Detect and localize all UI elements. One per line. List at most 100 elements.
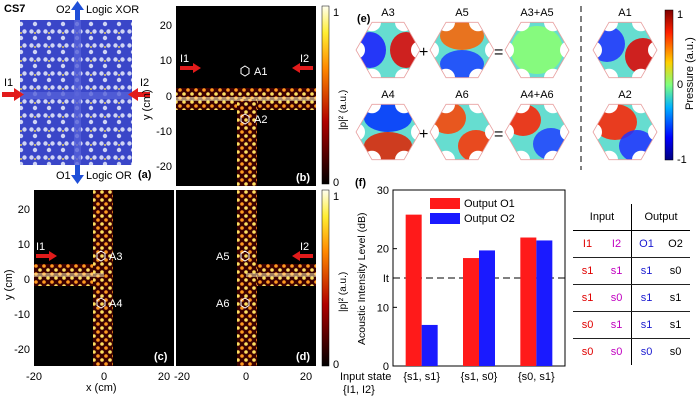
- svg-text:-20: -20: [174, 371, 190, 383]
- colorbar-bottom: 1 0 |p|² (a.u.): [321, 189, 349, 371]
- c-x-label: x (cm): [86, 382, 117, 394]
- eigenmode-tile: [430, 22, 494, 78]
- svg-text:-20: -20: [26, 371, 42, 383]
- truth-col-o2: O2: [661, 230, 690, 258]
- y-tick-label: 10: [377, 302, 389, 314]
- svg-text:=: =: [494, 44, 503, 61]
- eigenmode-tile: [593, 104, 657, 160]
- hexagon-outline: [355, 21, 421, 79]
- b-marker-bottom: A2: [254, 114, 267, 126]
- legend-label: Output O1: [464, 198, 515, 210]
- svg-text:20: 20: [300, 371, 312, 383]
- b-y-label: y (cm): [141, 89, 153, 120]
- port-o2-label: O2: [56, 4, 71, 16]
- svg-text:0: 0: [333, 359, 339, 371]
- d-marker-top: A5: [216, 251, 229, 263]
- c-y-label: y (cm): [3, 269, 15, 300]
- category-label: {s1, s1}: [403, 371, 440, 383]
- panel-e: (e) A3 A5 A3+A5 A1 A4 A6 A4+A6 A2 + + = …: [355, 6, 696, 170]
- panel-a-letter: (a): [138, 169, 152, 181]
- c-input-left-label: I1: [36, 241, 45, 253]
- b-y-axis: 20 10 0 -10 -20: [156, 20, 172, 173]
- pressure-colorbar: [664, 9, 674, 161]
- e-top-label-0: A3: [381, 7, 394, 19]
- panel-d-letter: (d): [296, 351, 310, 363]
- colorbar-top: 1 0 |p|² (a.u.): [321, 5, 349, 189]
- a6-hexagon-icon: [240, 297, 250, 309]
- truth-header-input: Input: [573, 204, 632, 231]
- panel-f-letter: (f): [355, 177, 366, 189]
- truth-header-output: Output: [631, 204, 690, 231]
- bar-o2: [536, 240, 553, 366]
- category-label: {s0, s1}: [518, 371, 555, 383]
- b-input-left-label: I1: [180, 53, 189, 65]
- port-o1-label: O1: [56, 170, 71, 182]
- panel-b: I1 I2 A1 A2 (b) 20 10 0 -10 -20 y (cm): [141, 6, 316, 186]
- svg-text:0: 0: [243, 371, 249, 383]
- svg-text:+: +: [419, 44, 428, 61]
- panel-d: I2 A5 A6 (d) -20 0 20: [174, 190, 316, 383]
- truth-row: s0 s1 s1 s1: [573, 311, 690, 339]
- truth-col-i1: I1: [573, 230, 602, 258]
- chart-x-label-line2: {I1, I2}: [343, 384, 375, 396]
- hexagon-outline: [429, 21, 495, 79]
- colorbar-top-label: |p|² (a.u.): [338, 90, 349, 130]
- a1-hexagon-icon: [240, 65, 250, 77]
- b-marker-top: A1: [254, 66, 267, 78]
- a4-hexagon-icon: [96, 297, 106, 309]
- eigenmode-tile: [430, 104, 494, 160]
- svg-text:20: 20: [160, 20, 172, 32]
- hexagon-outline: [429, 103, 495, 161]
- svg-text:-20: -20: [14, 344, 30, 356]
- port-i2-label: I2: [140, 77, 149, 89]
- panel-b-letter: (b): [296, 172, 310, 184]
- a2-hexagon-icon: [240, 113, 250, 125]
- chart-y-label: Acoustic Intensity Level (dB): [356, 213, 368, 345]
- hexagon-outline: [504, 103, 570, 161]
- arrow-left-icon: [128, 88, 150, 101]
- b-input-right-label: I2: [300, 53, 309, 65]
- svg-text:1: 1: [333, 191, 339, 203]
- b-arrow-left-icon: [292, 63, 313, 73]
- hexagon-outline: [592, 21, 658, 79]
- threshold-label: It: [383, 273, 389, 285]
- c-arrow-right-icon: [36, 251, 57, 261]
- svg-text:0: 0: [677, 79, 683, 91]
- svg-text:20: 20: [18, 204, 30, 216]
- panel-c-letter: (c): [154, 351, 168, 363]
- legend-swatch: [430, 198, 460, 209]
- c-marker-bottom: A4: [109, 298, 122, 310]
- a5-hexagon-icon: [240, 250, 250, 262]
- svg-text:0: 0: [101, 371, 107, 383]
- c-marker-top: A3: [109, 251, 122, 263]
- truth-col-i2: I2: [602, 230, 632, 258]
- c-y-axis: 20 10 0 -10 -20: [14, 204, 30, 356]
- svg-text:10: 10: [18, 239, 30, 251]
- bar-o1: [405, 214, 422, 366]
- e-top-label-3: A1: [618, 7, 631, 19]
- eigenmode-tile: [356, 104, 420, 160]
- svg-text:+: +: [419, 126, 428, 143]
- panel-e-letter: (e): [357, 13, 371, 25]
- bar-o1: [463, 258, 479, 366]
- svg-text:-10: -10: [14, 309, 30, 321]
- e-bottom-label-3: A2: [618, 89, 631, 101]
- logic-xor-label: Logic XOR: [86, 4, 139, 16]
- svg-text:=: =: [494, 126, 503, 143]
- svg-text:0: 0: [24, 274, 30, 286]
- svg-text:1: 1: [677, 9, 683, 21]
- hexagon-outline: [355, 103, 421, 161]
- svg-text:0: 0: [333, 177, 339, 189]
- d-input-right-label: I2: [300, 241, 309, 253]
- y-tick-label: 0: [383, 361, 389, 373]
- svg-text:-1: -1: [677, 154, 687, 166]
- eigenmode-tile: [505, 22, 569, 78]
- e-top-label-1: A5: [455, 7, 468, 19]
- bar-o2: [421, 324, 438, 366]
- truth-row: s1 s1 s1 s0: [573, 257, 690, 285]
- a3-hexagon-icon: [96, 250, 106, 262]
- sample-label: CS7: [4, 3, 25, 15]
- bar-o1: [520, 237, 537, 366]
- svg-text:-10: -10: [156, 126, 172, 138]
